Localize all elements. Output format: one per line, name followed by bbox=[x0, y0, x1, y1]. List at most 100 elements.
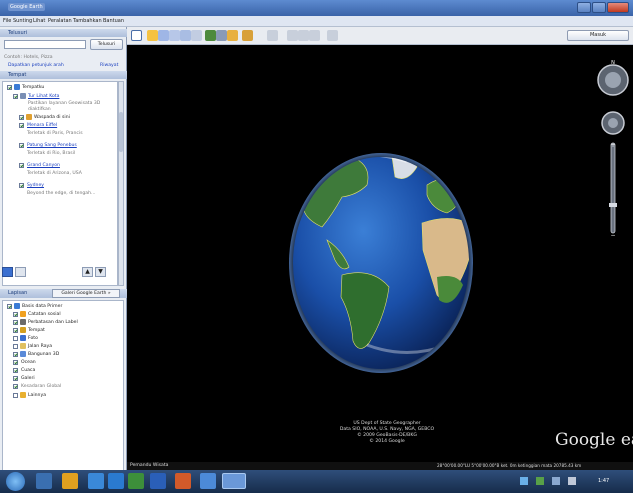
places-scrollbar[interactable] bbox=[118, 81, 124, 286]
layer-item[interactable]: Jalan Raya bbox=[28, 344, 53, 349]
sidebar-toggle-icon[interactable] bbox=[131, 30, 142, 41]
add-content-icon[interactable] bbox=[2, 267, 13, 277]
explorer-icon[interactable] bbox=[36, 473, 52, 489]
email-icon[interactable] bbox=[267, 30, 278, 41]
print-icon[interactable] bbox=[287, 30, 298, 41]
globe-canvas[interactable]: N + − bbox=[127, 45, 633, 470]
word-icon[interactable] bbox=[150, 473, 166, 489]
sydney-checkbox[interactable] bbox=[19, 183, 24, 188]
globe-view-icon[interactable] bbox=[327, 30, 338, 41]
places-item[interactable]: Grand Canyon bbox=[27, 163, 60, 168]
tour-guide-toggle[interactable]: Pemandu Wisata bbox=[130, 463, 169, 468]
maximize-button[interactable] bbox=[592, 2, 606, 13]
clock[interactable]: 1:47 bbox=[598, 478, 610, 484]
menu-file[interactable]: File bbox=[3, 18, 12, 24]
menu-tools[interactable]: Peralatan bbox=[48, 18, 72, 24]
caution-checkbox[interactable] bbox=[19, 115, 24, 120]
earth-3d-view[interactable]: N + − US Dept of State Geographer Data S… bbox=[127, 45, 633, 470]
polygon-icon[interactable] bbox=[158, 30, 169, 41]
places-item[interactable]: Menara Eiffel bbox=[27, 123, 58, 128]
places-item[interactable]: Patung Sang Penebus bbox=[27, 143, 77, 148]
layer-item[interactable]: Perbatasan dan Label bbox=[28, 320, 78, 325]
folder-view-icon[interactable] bbox=[15, 267, 26, 277]
google-earth-task-icon[interactable] bbox=[222, 473, 246, 489]
layer-checkbox[interactable] bbox=[7, 304, 12, 309]
tray-icon[interactable] bbox=[536, 477, 544, 485]
excel-icon[interactable] bbox=[128, 473, 144, 489]
places-root-checkbox[interactable] bbox=[7, 85, 12, 90]
layer-item[interactable]: Foto bbox=[28, 336, 38, 341]
photos-icon bbox=[20, 335, 26, 341]
close-button[interactable] bbox=[607, 2, 629, 13]
tray-icon[interactable] bbox=[552, 477, 560, 485]
overlay-icon[interactable] bbox=[180, 30, 191, 41]
layer-item[interactable]: Catatan sosial bbox=[28, 312, 61, 317]
network-icon[interactable] bbox=[200, 473, 216, 489]
places-item[interactable]: Waspada di sini bbox=[34, 115, 70, 120]
directions-link[interactable]: Dapatkan petunjuk arah bbox=[8, 63, 64, 68]
layer-checkbox[interactable] bbox=[13, 393, 18, 398]
signin-button[interactable]: Masuk bbox=[567, 30, 629, 41]
eiffel-checkbox[interactable] bbox=[19, 123, 24, 128]
layer-checkbox[interactable] bbox=[13, 368, 18, 373]
places-item[interactable]: Tur Lihat Kota bbox=[28, 94, 60, 99]
maps-icon[interactable] bbox=[309, 30, 320, 41]
layer-checkbox[interactable] bbox=[13, 360, 18, 365]
volume-icon[interactable] bbox=[568, 477, 576, 485]
layer-checkbox[interactable] bbox=[13, 384, 18, 389]
look-control[interactable]: N bbox=[597, 60, 629, 96]
placemark-icon[interactable] bbox=[147, 30, 158, 41]
move-up-icon[interactable]: ▲ bbox=[82, 267, 93, 277]
layer-item[interactable]: Ocean bbox=[21, 360, 36, 365]
move-control[interactable] bbox=[601, 111, 625, 135]
search-panel-header[interactable]: Telusuri bbox=[0, 29, 127, 37]
places-panel-header[interactable]: Tempat bbox=[0, 71, 127, 79]
layer-checkbox[interactable] bbox=[13, 312, 18, 317]
media-icon[interactable] bbox=[108, 473, 124, 489]
history-link[interactable]: Riwayat bbox=[100, 63, 119, 68]
sun-icon[interactable] bbox=[227, 30, 238, 41]
canyon-checkbox[interactable] bbox=[19, 163, 24, 168]
folder-icon[interactable] bbox=[62, 473, 78, 489]
tour-icon[interactable] bbox=[191, 30, 202, 41]
layer-checkbox[interactable] bbox=[13, 320, 18, 325]
layer-item[interactable]: Lainnya bbox=[28, 393, 47, 398]
layer-checkbox[interactable] bbox=[13, 336, 18, 341]
menu-add[interactable]: Tambahkan bbox=[73, 18, 102, 24]
layer-checkbox[interactable] bbox=[13, 344, 18, 349]
layer-item[interactable]: Basis data Primer bbox=[22, 304, 63, 309]
path-icon[interactable] bbox=[169, 30, 180, 41]
tour-checkbox[interactable] bbox=[13, 94, 18, 99]
search-button[interactable]: Telusuri bbox=[90, 39, 123, 50]
layer-item[interactable]: Galeri bbox=[21, 376, 35, 381]
search-input[interactable] bbox=[4, 40, 86, 49]
places-item[interactable]: Tempatku bbox=[22, 85, 45, 90]
ie-icon[interactable] bbox=[88, 473, 104, 489]
redeemer-checkbox[interactable] bbox=[19, 143, 24, 148]
layer-checkbox[interactable] bbox=[13, 328, 18, 333]
ruler-icon[interactable] bbox=[242, 30, 253, 41]
powerpoint-icon[interactable] bbox=[175, 473, 191, 489]
menu-help[interactable]: Bantuan bbox=[103, 18, 125, 24]
layer-checkbox[interactable] bbox=[13, 376, 18, 381]
places-item-desc: Terletak di Rio, Brasil bbox=[27, 151, 76, 156]
zoom-slider[interactable]: + − bbox=[609, 142, 617, 239]
planet-icon[interactable] bbox=[205, 30, 216, 41]
layer-checkbox[interactable] bbox=[13, 352, 18, 357]
minimize-button[interactable] bbox=[577, 2, 591, 13]
places-item[interactable]: Sydney bbox=[27, 183, 45, 188]
scrollbar-thumb[interactable] bbox=[119, 112, 123, 152]
earth-gallery-tab[interactable]: Galeri Google Earth » bbox=[52, 289, 120, 298]
layer-item[interactable]: Cuaca bbox=[21, 368, 36, 373]
save-image-icon[interactable] bbox=[298, 30, 309, 41]
move-down-icon[interactable]: ▼ bbox=[95, 267, 106, 277]
menu-view[interactable]: Lihat bbox=[33, 18, 46, 24]
layers-panel-header[interactable]: Lapisan bbox=[8, 290, 28, 296]
menu-edit[interactable]: Sunting bbox=[13, 18, 33, 24]
start-button[interactable] bbox=[6, 472, 25, 491]
tray-icon[interactable] bbox=[520, 477, 528, 485]
historical-icon[interactable] bbox=[216, 30, 227, 41]
layer-item[interactable]: Kesadaran Global bbox=[21, 384, 62, 389]
layer-item[interactable]: Tempat bbox=[28, 328, 45, 333]
layer-item[interactable]: Bangunan 3D bbox=[28, 352, 60, 357]
